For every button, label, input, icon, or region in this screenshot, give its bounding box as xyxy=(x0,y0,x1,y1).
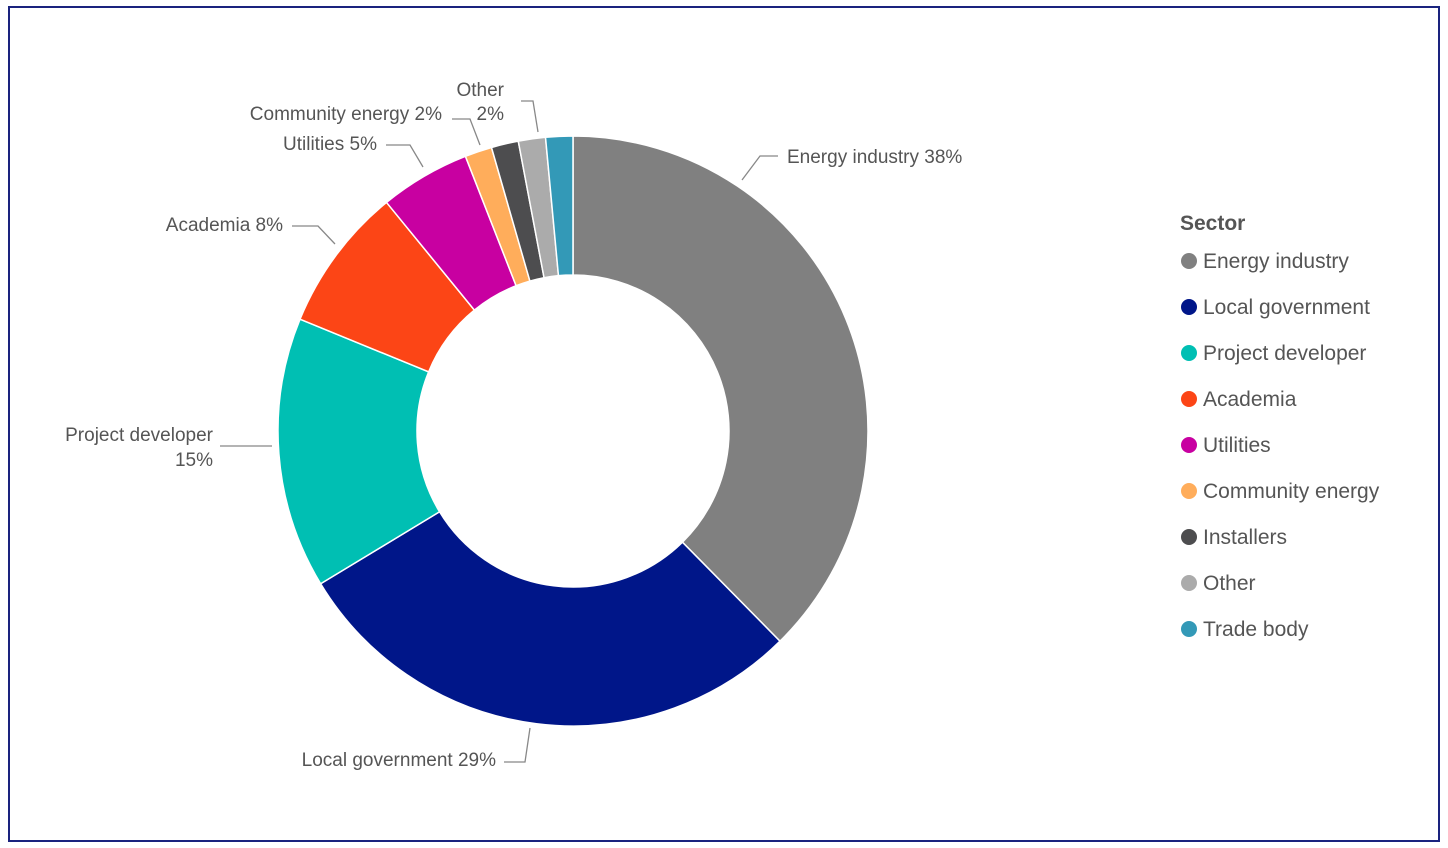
legend-item-trade-body[interactable]: Trade body xyxy=(1181,618,1309,641)
leader-line-community-energy xyxy=(452,118,481,146)
legend-item-community-energy[interactable]: Community energy xyxy=(1181,480,1380,503)
slice-label-community-energy: Community energy 2% xyxy=(250,104,442,125)
slice-label-academia: Academia 8% xyxy=(166,215,283,236)
leader-line-utilities xyxy=(386,144,424,168)
leader-line-academia xyxy=(292,225,336,245)
legend-swatch-energy-industry xyxy=(1181,253,1197,269)
legend-title: Sector xyxy=(1180,212,1245,235)
slice-trade-body[interactable] xyxy=(544,135,574,277)
legend-swatch-other xyxy=(1181,575,1197,591)
legend-item-energy-industry[interactable]: Energy industry xyxy=(1181,250,1349,273)
slice-local-government[interactable] xyxy=(319,510,782,727)
legend-label-energy-industry: Energy industry xyxy=(1203,250,1349,273)
slice-leader-lines xyxy=(220,100,778,763)
legend-items: Energy industry Local government Project d… xyxy=(1181,250,1380,641)
legend-label-academia: Academia xyxy=(1203,388,1297,411)
legend-item-academia[interactable]: Academia xyxy=(1181,388,1297,411)
slice-project-developer[interactable] xyxy=(277,318,441,585)
leader-line-energy-industry xyxy=(741,155,778,181)
legend-item-local-government[interactable]: Local government xyxy=(1181,296,1370,319)
legend-item-other[interactable]: Other xyxy=(1181,572,1256,595)
donut-slices xyxy=(277,135,869,727)
legend: Sector Energy industry Local government Pr… xyxy=(1180,212,1380,641)
legend-item-utilities[interactable]: Utilities xyxy=(1181,434,1271,457)
legend-label-other: Other xyxy=(1203,572,1256,595)
slice-label-project-developer-name: Project developer xyxy=(65,425,214,446)
legend-item-installers[interactable]: Installers xyxy=(1181,526,1287,549)
legend-label-trade-body: Trade body xyxy=(1203,618,1309,641)
legend-swatch-academia xyxy=(1181,391,1197,407)
legend-label-local-government: Local government xyxy=(1203,296,1370,319)
legend-swatch-local-government xyxy=(1181,299,1197,315)
legend-swatch-project-developer xyxy=(1181,345,1197,361)
leader-line-local-government xyxy=(504,727,531,763)
slice-label-other-percent: 2% xyxy=(477,104,505,125)
legend-label-installers: Installers xyxy=(1203,526,1287,549)
leader-line-other xyxy=(521,100,539,133)
legend-label-utilities: Utilities xyxy=(1203,434,1271,457)
legend-swatch-trade-body xyxy=(1181,621,1197,637)
legend-item-project-developer[interactable]: Project developer xyxy=(1181,342,1366,365)
legend-swatch-community-energy xyxy=(1181,483,1197,499)
slice-energy-industry[interactable] xyxy=(572,135,869,643)
slice-label-energy-industry: Energy industry 38% xyxy=(787,147,962,168)
slice-label-local-government: Local government 29% xyxy=(302,750,496,771)
chart-frame xyxy=(8,6,1440,842)
legend-swatch-installers xyxy=(1181,529,1197,545)
slice-label-project-developer-percent: 15% xyxy=(175,450,213,471)
slice-labels: Energy industry 38% Local government 29% P… xyxy=(65,80,962,771)
legend-label-community-energy: Community energy xyxy=(1203,480,1380,503)
legend-swatch-utilities xyxy=(1181,437,1197,453)
slice-label-other-name: Other xyxy=(456,80,504,101)
slice-label-utilities: Utilities 5% xyxy=(283,134,377,155)
legend-label-project-developer: Project developer xyxy=(1203,342,1366,365)
